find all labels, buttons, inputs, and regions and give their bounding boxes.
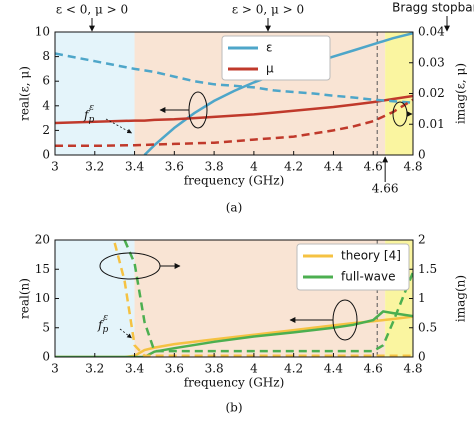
fp-sup: ε (89, 103, 94, 113)
x-tick-label: 4.8 (403, 160, 422, 174)
region-label: Bragg stopband (392, 1, 474, 15)
x-tick-label: 4.4 (324, 362, 343, 376)
legend-label: theory [4] (341, 249, 401, 263)
legend-label: μ (266, 62, 274, 76)
y-tick-label: 6 (42, 74, 50, 88)
fp-base: f (83, 108, 91, 122)
x-tick-label: 3.2 (85, 160, 104, 174)
y2-axis-label: imag(ε, μ) (454, 63, 468, 124)
y2-tick-label: 0.5 (418, 320, 437, 334)
line (55, 315, 413, 357)
x-tick-label: 4 (250, 160, 258, 174)
x-axis-label: frequency (GHz) (184, 174, 285, 188)
x-tick-label: 4.8 (403, 362, 422, 376)
x-tick-label: 3.4 (125, 160, 144, 174)
fp-label: fpε (97, 313, 108, 335)
caption: (a) (226, 201, 243, 215)
x-tick-label: 3.6 (165, 362, 184, 376)
fp-arrow (105, 118, 132, 134)
x-tick-label: 3 (51, 362, 59, 376)
dashed-line (55, 98, 413, 148)
fp-sub: p (102, 325, 108, 335)
y-tick-label: 20 (35, 233, 50, 247)
region (385, 32, 413, 155)
dashed-line (123, 240, 413, 353)
y-axis-label: real(ε, μ) (18, 66, 32, 121)
y-tick-label: 10 (35, 291, 50, 305)
x-tick-label: 4.6 (364, 362, 383, 376)
y2-tick-label: 0.02 (418, 86, 445, 100)
region (55, 240, 135, 357)
caption: (b) (225, 401, 242, 415)
legend-box (221, 35, 331, 81)
y-axis-label: real(n) (18, 278, 32, 319)
fp-label: fpε (83, 103, 94, 125)
x-axis-label: frequency (GHz) (184, 376, 285, 390)
x-tick-label: 3.6 (165, 160, 184, 174)
x-tick-label: 3 (51, 160, 59, 174)
y2-tick-label: 1 (418, 291, 426, 305)
y-tick-label: 0 (42, 148, 50, 162)
y-tick-label: 15 (35, 262, 50, 276)
x-tick-label: 4.6 (364, 160, 383, 174)
line (55, 310, 413, 357)
x-tick-label: 3.4 (125, 362, 144, 376)
line (55, 94, 413, 125)
fp-sup: ε (103, 313, 108, 323)
y-tick-label: 8 (42, 49, 50, 63)
y-tick-label: 2 (42, 123, 50, 137)
x-tick-label: 4.2 (284, 362, 303, 376)
fp-arrow (119, 328, 132, 339)
y-tick-label: 5 (42, 320, 50, 334)
x-tick-label: 4.2 (284, 160, 303, 174)
y2-tick-label: 0.01 (418, 117, 445, 131)
dashed-line (55, 52, 413, 104)
y-tick-label: 10 (35, 25, 50, 39)
y-tick-label: 0 (42, 350, 50, 364)
y2-tick-label: 2 (418, 233, 426, 247)
stopband-start: 4.66 (372, 182, 399, 196)
x-tick-label: 4 (250, 362, 258, 376)
y2-tick-label: 0 (418, 350, 426, 364)
y2-axis-label: imag(n) (454, 275, 468, 322)
legend-label: full-wave (341, 270, 395, 284)
y-tick-label: 4 (42, 98, 50, 112)
y2-tick-label: 0.04 (418, 25, 445, 39)
y2-tick-label: 0.03 (418, 55, 445, 69)
x-tick-label: 3.2 (85, 362, 104, 376)
x-tick-label: 3.8 (205, 362, 224, 376)
y2-tick-label: 1.5 (418, 262, 437, 276)
x-tick-label: 3.8 (205, 160, 224, 174)
region-label: ε > 0, μ > 0 (232, 3, 304, 17)
y2-tick-label: 0 (418, 148, 426, 162)
legend-label: ε (266, 41, 273, 55)
x-tick-label: 4.4 (324, 160, 343, 174)
region (55, 32, 135, 155)
region-label: ε < 0, μ > 0 (56, 3, 128, 17)
fp-base: f (97, 318, 105, 332)
fp-sub: p (88, 115, 94, 125)
